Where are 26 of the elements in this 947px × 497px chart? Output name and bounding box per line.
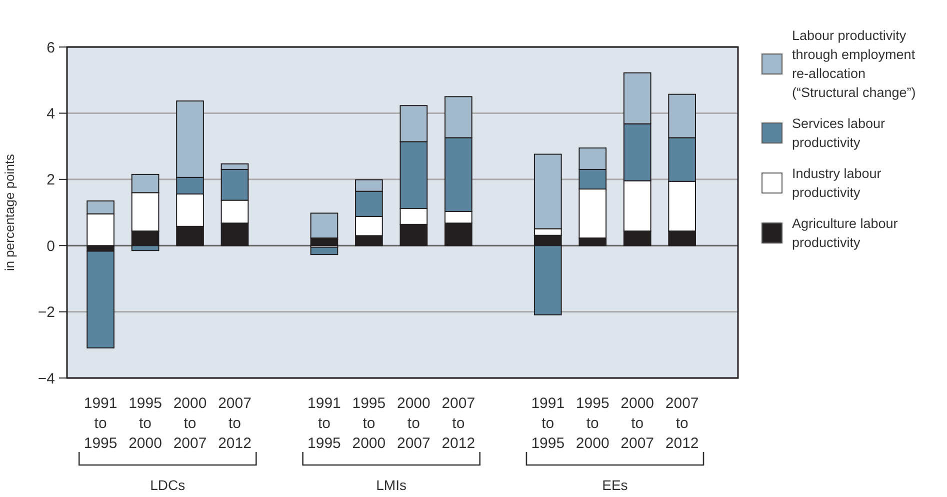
- x-tick-label: 1991 to 1995: [308, 395, 341, 452]
- x-tick-label: 2000 to 2007: [396, 395, 430, 452]
- x-tick-label: 2007 to 2012: [218, 395, 252, 452]
- legend-label: Services labour productivity: [792, 116, 886, 150]
- y-tick-label: 2: [46, 172, 55, 189]
- y-tick-label: 0: [46, 238, 55, 255]
- x-tick-label: 1991 to 1995: [84, 395, 118, 452]
- legend-label: Industry labour productivity: [792, 166, 882, 200]
- legend-label: Agriculture labour productivity: [792, 216, 898, 250]
- x-tick-label: 2007 to 2012: [442, 395, 476, 452]
- x-tick-label: 1991 to 1995: [531, 395, 565, 452]
- x-tick-label: 1995 to 2000: [352, 395, 386, 452]
- text: EEs: [602, 477, 628, 493]
- x-tick-label: 2000 to 2007: [173, 395, 207, 452]
- y-tick-label: 4: [46, 105, 55, 122]
- x-tick-label: 1995 to 2000: [576, 395, 610, 452]
- y-axis-title: in percentage points: [2, 153, 17, 272]
- x-tick-label: 2000 to 2007: [620, 395, 654, 452]
- y-tick-label: −2: [38, 304, 55, 322]
- y-tick-label: −4: [38, 370, 55, 388]
- x-tick-label: 1995 to 2000: [128, 395, 162, 452]
- x-tick-label: 2007 to 2012: [665, 395, 699, 452]
- y-tick-label: 6: [46, 39, 55, 56]
- legend-label: Labour productivity through employment re-allocation (“Structural change”): [792, 28, 916, 100]
- text: LMIs: [376, 477, 406, 493]
- text: LDCs: [150, 477, 186, 493]
